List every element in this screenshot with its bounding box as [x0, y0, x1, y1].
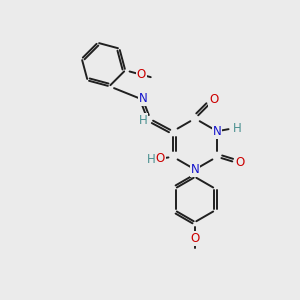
Text: H: H — [139, 114, 147, 127]
Text: H: H — [233, 122, 242, 135]
Text: N: N — [213, 125, 221, 138]
Text: H: H — [147, 153, 155, 166]
Text: O: O — [136, 68, 146, 81]
Text: O: O — [236, 156, 245, 169]
Text: O: O — [209, 93, 218, 106]
Text: N: N — [139, 92, 148, 105]
Text: O: O — [190, 232, 200, 245]
Text: O: O — [156, 152, 165, 165]
Text: N: N — [190, 163, 200, 176]
